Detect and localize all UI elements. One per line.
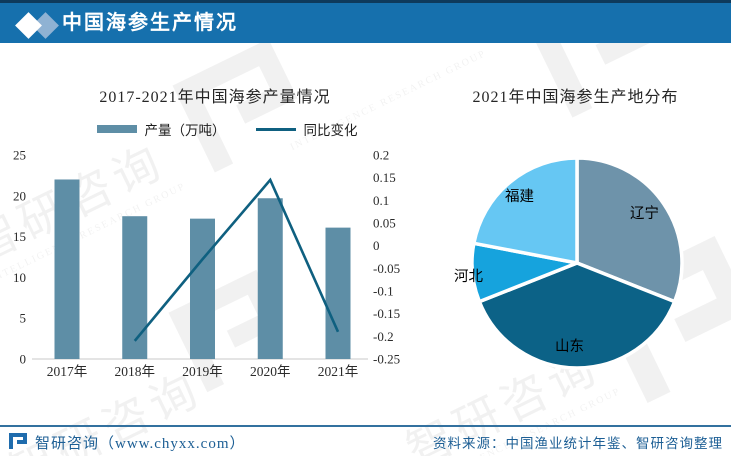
line-swatch-icon — [255, 127, 296, 131]
left-axis-tick: 25 — [13, 148, 26, 163]
pie-slice-山东 — [477, 261, 677, 370]
footer: 智研咨询（www.chyxx.com） 资料来源：中国渔业统计年鉴、智研咨询整理 — [8, 430, 723, 454]
production-combo-chart: 25 20 15 10 5 0 0.2 0.15 0.1 0.05 0 -0.05 -0.1 -0.15 -… — [13, 148, 400, 380]
yoy-line — [133, 177, 340, 342]
bar-swatch-icon — [96, 125, 137, 133]
source-text: 资料来源：中国渔业统计年鉴、智研咨询整理 — [433, 436, 723, 451]
brand: 智研咨询（www.chyxx.com） — [8, 432, 246, 453]
production-chart-section: 2017-2021年中国海参产量情况 产量（万吨） 同比变化 25 20 15 10 5… — [0, 75, 430, 405]
right-axis-tick: 0.2 — [373, 148, 389, 163]
left-axis-tick: 5 — [20, 311, 27, 326]
right-axis-tick: -0.15 — [373, 306, 400, 321]
pie-label-shandong: 山东 — [555, 339, 584, 355]
footer-divider — [0, 425, 731, 427]
zhiyan-logo-icon — [9, 433, 27, 449]
right-axis-tick: 0.1 — [373, 193, 389, 208]
left-axis-tick: 0 — [20, 352, 27, 367]
pie-label-hebei: 河北 — [454, 269, 483, 285]
left-axis-tick: 15 — [13, 229, 26, 244]
pie-slice-福建 — [472, 156, 579, 265]
legend-item-production: 产量（万吨） — [96, 119, 226, 139]
page-title: 中国海参生产情况 — [62, 12, 238, 34]
left-axis-tick: 20 — [13, 188, 26, 203]
right-axis-tick: 0.05 — [373, 216, 396, 231]
bar-2018年 — [122, 216, 148, 359]
x-axis-label: 2018年 — [115, 364, 156, 379]
legend-item-yoy: 同比变化 — [255, 119, 358, 139]
brand-text: 智研咨询（www.chyxx.com） — [35, 435, 246, 452]
right-axis-tick: 0.15 — [373, 170, 396, 185]
right-axis-tick: -0.25 — [373, 352, 400, 367]
pie-chart-title: 2021年中国海参生产地分布 — [472, 89, 679, 106]
pie-label-liaoning: 辽宁 — [630, 206, 659, 222]
right-axis-tick: -0.1 — [373, 284, 394, 299]
bar-2020年 — [257, 198, 283, 359]
x-axis-label: 2019年 — [182, 364, 223, 379]
bar-2021年 — [325, 227, 351, 359]
bar-2019年 — [190, 218, 215, 359]
pie-slice-辽宁 — [575, 156, 684, 304]
right-axis-tick: -0.2 — [373, 329, 394, 344]
pie-chart-section: 2021年中国海参生产地分布 辽宁 山东 河北 福建 — [420, 75, 731, 405]
right-axis-tick: 0 — [373, 238, 380, 253]
legend-label-production: 产量（万吨） — [144, 123, 226, 138]
combo-chart-legend: 产量（万吨） 同比变化 — [0, 119, 430, 139]
x-axis-label: 2020年 — [250, 364, 291, 379]
bar-2017年 — [54, 179, 80, 359]
header: 中国海参生产情况 — [0, 0, 731, 43]
pie-label-fujian: 福建 — [505, 189, 534, 205]
left-axis-tick: 10 — [13, 270, 26, 285]
x-axis-label: 2017年 — [47, 364, 88, 379]
combo-chart-title: 2017-2021年中国海参产量情况 — [99, 89, 331, 106]
x-axis-label: 2021年 — [318, 364, 359, 379]
legend-label-yoy: 同比变化 — [303, 123, 358, 138]
right-axis-tick: -0.05 — [373, 261, 400, 276]
region-pie-chart — [470, 156, 684, 370]
